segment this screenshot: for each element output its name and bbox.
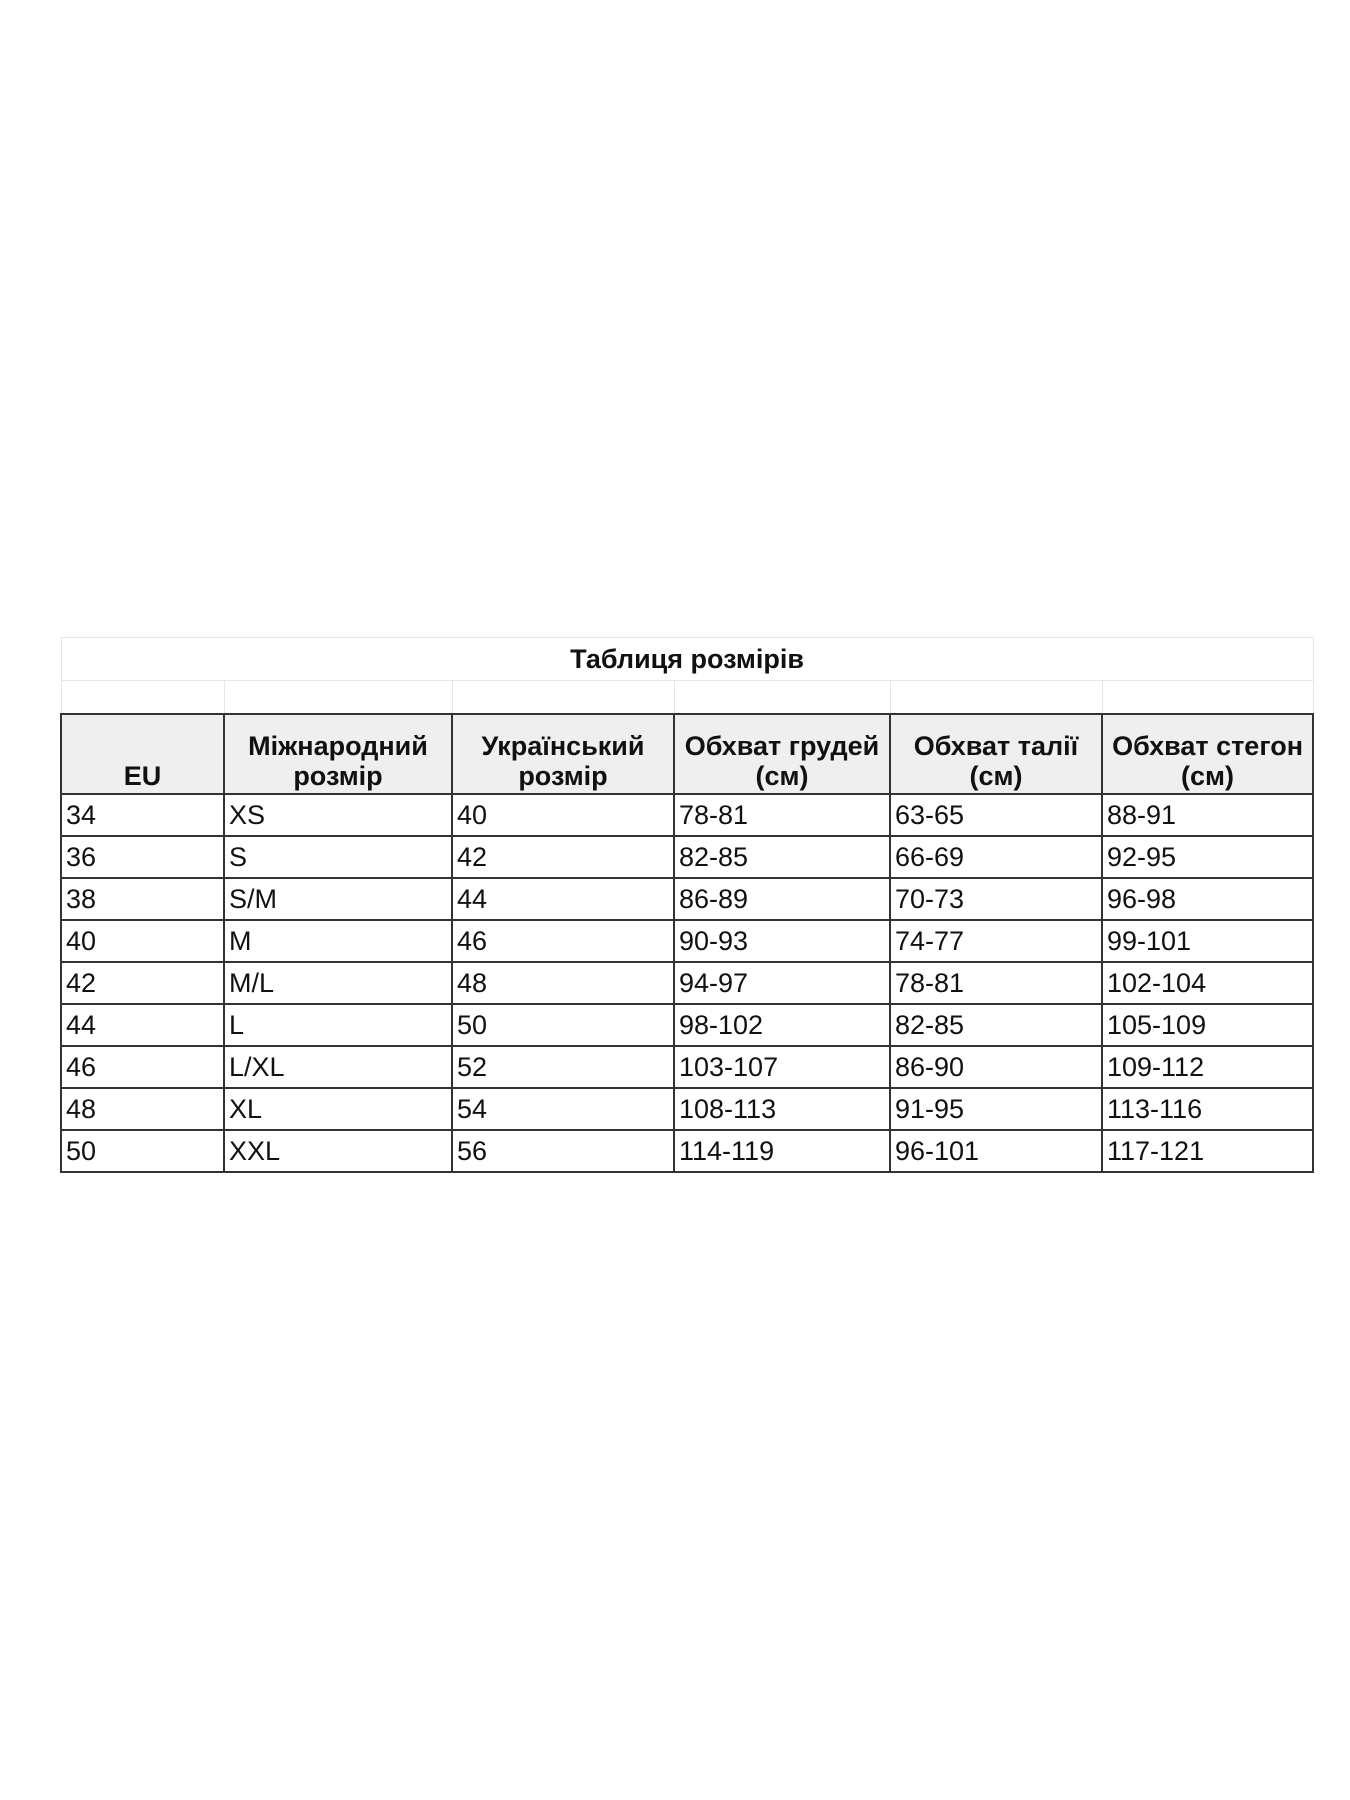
table-cell: 44 (451, 877, 675, 921)
table-cell: 90-93 (673, 919, 891, 963)
table-cell: 117-121 (1100, 1129, 1315, 1173)
table-cell: 98-102 (673, 1003, 891, 1047)
table-cell: 86-89 (673, 877, 891, 921)
table-cell: XXL (223, 1129, 453, 1173)
table-cell: 56 (451, 1129, 675, 1173)
table-cell: 86-90 (889, 1045, 1103, 1089)
table-cell: M/L (223, 961, 453, 1005)
table-cell: 40 (451, 793, 675, 837)
table-cell: S/M (223, 877, 453, 921)
table-cell: 36 (60, 835, 225, 879)
table-cell: 96-101 (889, 1129, 1103, 1173)
table-cell: 70-73 (889, 877, 1103, 921)
table-title: Таблиця розмірів (60, 637, 1314, 681)
table-cell: M (223, 919, 453, 963)
table-cell: 52 (451, 1045, 675, 1089)
table-cell: 102-104 (1100, 961, 1315, 1005)
table-cell: 74-77 (889, 919, 1103, 963)
table-cell: 108-113 (673, 1087, 891, 1131)
header-row: EU Міжнародний розмір Український розмір… (60, 713, 1315, 795)
table-row: 44 L 50 98-102 82-85 105-109 (60, 1003, 1315, 1047)
column-header: Обхват грудей (см) (673, 713, 891, 795)
column-header: Міжнародний розмір (223, 713, 453, 795)
table-cell: 42 (451, 835, 675, 879)
table-cell: 54 (451, 1087, 675, 1131)
column-header: EU (60, 713, 225, 795)
table-cell: 78-81 (673, 793, 891, 837)
table-cell: 113-116 (1100, 1087, 1315, 1131)
column-header: Обхват стегон (см) (1100, 713, 1315, 795)
table-cell: 48 (451, 961, 675, 1005)
table-cell: 42 (60, 961, 225, 1005)
table-cell: 46 (451, 919, 675, 963)
table-cell: 50 (451, 1003, 675, 1047)
table-row: 38 S/M 44 86-89 70-73 96-98 (60, 877, 1315, 921)
table-cell: XL (223, 1087, 453, 1131)
table-cell: L/XL (223, 1045, 453, 1089)
table-cell: 78-81 (889, 961, 1103, 1005)
table-cell: 96-98 (1100, 877, 1315, 921)
table-cell: 92-95 (1100, 835, 1315, 879)
table-cell: 94-97 (673, 961, 891, 1005)
table-cell: 38 (60, 877, 225, 921)
table-row: 34 XS 40 78-81 63-65 88-91 (60, 793, 1315, 837)
table-row: 42 M/L 48 94-97 78-81 102-104 (60, 961, 1315, 1005)
title-row: Таблиця розмірів (60, 637, 1314, 681)
table-cell: 103-107 (673, 1045, 891, 1089)
size-chart-table: Таблиця розмірів EU Міжнародний розмір У… (60, 637, 1315, 1173)
table-cell: 34 (60, 793, 225, 837)
table-cell: 109-112 (1100, 1045, 1315, 1089)
table-row: 40 M 46 90-93 74-77 99-101 (60, 919, 1315, 963)
table-cell: L (223, 1003, 453, 1047)
table-cell: XS (223, 793, 453, 837)
column-header: Обхват талії (см) (889, 713, 1103, 795)
blank-row (60, 680, 1314, 715)
table-cell: 63-65 (889, 793, 1103, 837)
table-row: 50 XXL 56 114-119 96-101 117-121 (60, 1129, 1315, 1173)
table-cell: 91-95 (889, 1087, 1103, 1131)
table-cell: 114-119 (673, 1129, 891, 1173)
table-cell: 82-85 (889, 1003, 1103, 1047)
table-cell: 66-69 (889, 835, 1103, 879)
table-row: 46 L/XL 52 103-107 86-90 109-112 (60, 1045, 1315, 1089)
table-cell: 46 (60, 1045, 225, 1089)
table-cell: 48 (60, 1087, 225, 1131)
table-cell: 82-85 (673, 835, 891, 879)
table-cell: 50 (60, 1129, 225, 1173)
table-cell: 88-91 (1100, 793, 1315, 837)
table-cell: 44 (60, 1003, 225, 1047)
table-cell: 105-109 (1100, 1003, 1315, 1047)
table-row: 48 XL 54 108-113 91-95 113-116 (60, 1087, 1315, 1131)
table-cell: 99-101 (1100, 919, 1315, 963)
table-row: 36 S 42 82-85 66-69 92-95 (60, 835, 1315, 879)
table-cell: 40 (60, 919, 225, 963)
table-cell: S (223, 835, 453, 879)
column-header: Український розмір (451, 713, 675, 795)
